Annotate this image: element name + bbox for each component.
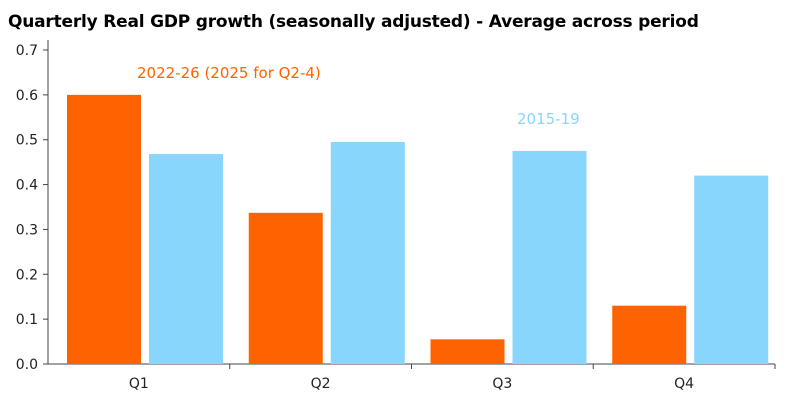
y-tick-label: 0.7 [16,43,38,59]
bar-baseline-q2 [330,141,405,364]
bar-recent-q4 [612,305,687,364]
bar-recent-q3 [430,339,505,364]
bar-recent-q1 [67,94,141,364]
y-tick-label: 0.3 [16,222,38,238]
bar-recent-q2 [248,212,323,364]
bar-baseline-q1 [149,154,223,364]
y-tick-label: 0.6 [16,88,38,104]
series-label-recent: 2022-26 (2025 for Q2-4) [137,64,321,82]
x-tick-label: Q1 [129,376,149,392]
bar-baseline-q4 [694,175,769,364]
y-tick-label: 0.0 [16,357,38,373]
x-tick-label: Q4 [674,376,694,392]
y-tick-label: 0.4 [16,178,38,194]
y-tick-label: 0.1 [16,312,38,328]
x-tick-label: Q3 [492,376,512,392]
bar-baseline-q3 [512,150,587,364]
y-tick-label: 0.2 [16,267,38,283]
series-label-baseline: 2015-19 [517,110,580,128]
x-tick-label: Q2 [311,376,331,392]
y-tick-label: 0.5 [16,133,38,149]
chart-title: Quarterly Real GDP growth (seasonally ad… [8,12,699,32]
